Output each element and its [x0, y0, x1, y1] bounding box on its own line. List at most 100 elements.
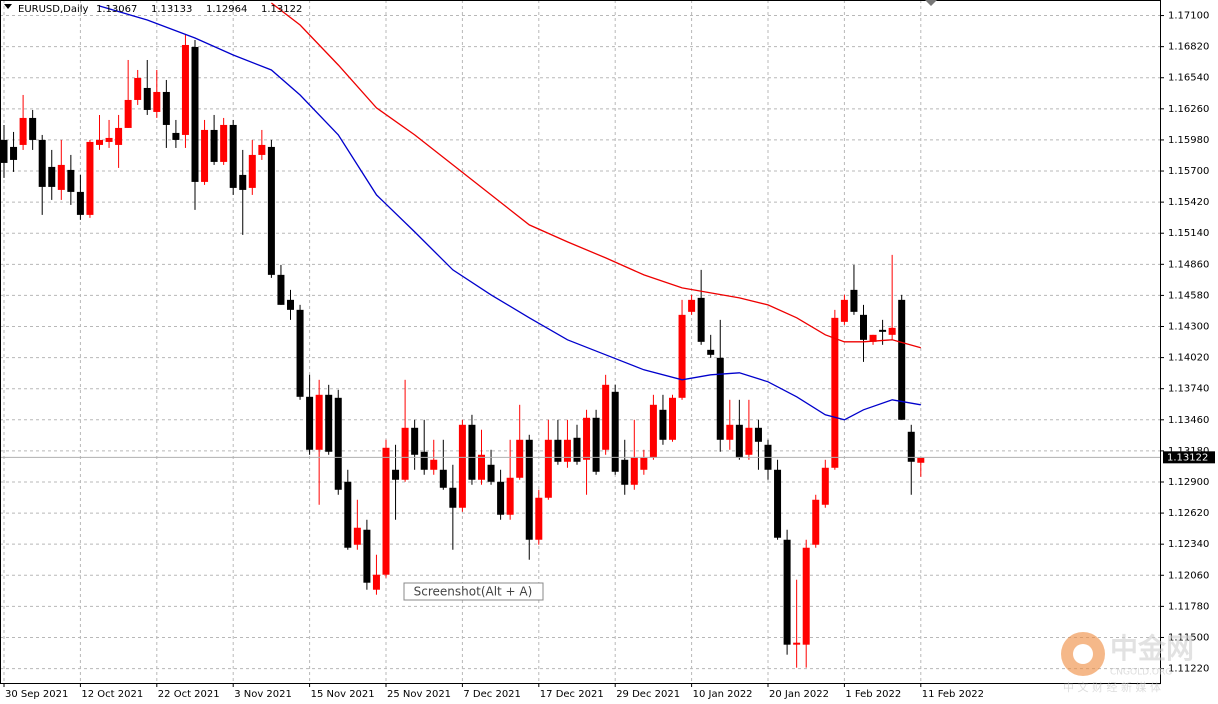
y-tick-label: 1.14020	[1168, 353, 1209, 364]
candle-body	[325, 394, 333, 452]
candle-body	[917, 457, 925, 463]
candle-body	[774, 469, 782, 538]
candle-body	[478, 454, 485, 480]
candle-body	[611, 391, 619, 472]
y-tick-label: 1.16540	[1168, 73, 1209, 84]
candle-body	[745, 427, 753, 455]
y-tick-label: 1.12060	[1168, 570, 1209, 581]
candle-body	[468, 424, 476, 480]
last-price-label: 1.13122	[1167, 452, 1208, 463]
y-tick-label: 1.11500	[1168, 632, 1209, 643]
candle-body	[248, 154, 256, 188]
y-tick-label: 1.15140	[1168, 228, 1209, 239]
y-tick-label: 1.17100	[1168, 11, 1209, 22]
candle-body	[48, 166, 56, 187]
x-tick-label: 10 Jan 2022	[693, 689, 753, 700]
y-tick-label: 1.16820	[1168, 42, 1209, 53]
watermark-domain: CNGOLD.ORG	[1110, 668, 1172, 678]
x-tick-label: 29 Dec 2021	[616, 689, 680, 700]
candle-body	[821, 467, 829, 505]
candle-body	[497, 481, 505, 515]
candle-body	[382, 447, 390, 575]
moving-average	[99, 5, 921, 421]
last-price-box	[1163, 451, 1215, 464]
candle-body	[802, 547, 810, 645]
candle-body	[783, 539, 791, 645]
candle-body	[649, 404, 657, 458]
candle-body	[678, 314, 686, 398]
candle-body	[172, 132, 180, 140]
menu-arrow[interactable]	[4, 4, 12, 9]
candle-body	[640, 457, 648, 470]
candle-body	[353, 527, 361, 545]
candle-body	[401, 427, 409, 480]
candle-body	[344, 481, 352, 548]
header-value: 1.13133	[151, 4, 192, 15]
y-tick-label: 1.11780	[1168, 601, 1209, 612]
candle-body	[124, 99, 132, 128]
candle-body	[267, 146, 275, 275]
header-values: 1.13067 1.13133 1.12964 1.13122	[96, 4, 302, 15]
candle-body	[277, 274, 285, 305]
candle-body	[10, 146, 18, 160]
candle-body	[554, 439, 562, 462]
y-tick-label: 1.15420	[1168, 197, 1209, 208]
candle-body	[449, 487, 457, 508]
y-tick-label: 1.15700	[1168, 166, 1209, 177]
x-tick-label: 30 Sep 2021	[5, 689, 68, 700]
x-tick-label: 25 Nov 2021	[387, 689, 451, 700]
header-value: 1.13067	[96, 4, 137, 15]
candle-body	[793, 642, 801, 645]
candle-body	[697, 297, 705, 342]
y-tick-label: 1.14300	[1168, 322, 1209, 333]
candle-body	[229, 124, 237, 188]
watermark-slogan: 中 文 财 经 新 媒 体	[1063, 680, 1161, 694]
y-axis: 1.17100 1.16820 1.16540 1.16260 1.15980 1.157…	[3, 11, 1215, 700]
candle-body	[888, 327, 896, 335]
candle-body	[392, 469, 400, 480]
candle-body	[707, 349, 715, 355]
candle-body	[430, 459, 438, 470]
candle-body	[487, 464, 495, 482]
y-tick-label: 1.14860	[1168, 259, 1209, 270]
candle-body	[879, 329, 887, 332]
candle-body	[201, 129, 209, 182]
candle-body	[153, 91, 161, 112]
candle-body	[19, 117, 27, 145]
y-tick-label: 1.12340	[1168, 539, 1209, 550]
candle-body	[210, 129, 218, 162]
y-tick-label: 1.15980	[1168, 135, 1209, 146]
header-value: 1.12964	[206, 4, 247, 15]
candle-body	[76, 191, 84, 215]
x-tick-label: 20 Jan 2022	[769, 689, 829, 700]
watermark-name: 中金网	[1110, 632, 1194, 665]
x-tick-label: 3 Nov 2021	[234, 689, 292, 700]
candle-body	[630, 457, 638, 485]
candle-body	[726, 424, 734, 440]
x-tick-label: 17 Dec 2021	[540, 689, 604, 700]
candle-body	[812, 499, 820, 545]
candle-body	[315, 394, 323, 450]
candle-body	[0, 139, 8, 163]
chart-title: EURUSD,Daily	[18, 4, 89, 15]
moving-average	[271, 2, 921, 349]
candle-body	[458, 424, 466, 508]
candle-body	[850, 289, 858, 312]
candle-body	[296, 309, 304, 397]
candle-body	[363, 529, 371, 583]
candle-body	[372, 574, 380, 590]
y-tick-label: 1.12900	[1168, 477, 1209, 488]
candle-body	[38, 139, 46, 187]
x-tick-label: 1 Feb 2022	[845, 689, 901, 700]
x-tick-label: 22 Oct 2021	[158, 689, 220, 700]
plot	[0, 2, 1160, 668]
y-tick-label: 1.13460	[1168, 415, 1209, 426]
candle-body	[860, 314, 867, 340]
candle-body	[544, 439, 552, 498]
header-value: 1.13122	[261, 4, 302, 15]
y-tick-label: 1.12620	[1168, 508, 1209, 519]
candle-body	[831, 317, 839, 468]
candle-body	[420, 451, 428, 470]
